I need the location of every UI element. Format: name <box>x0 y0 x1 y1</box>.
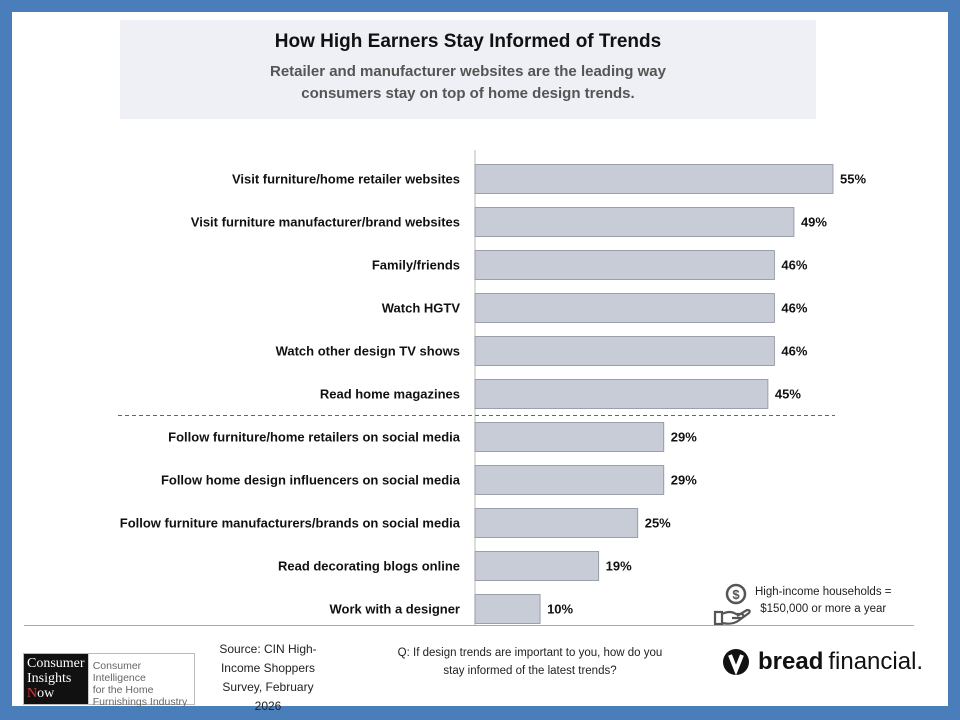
footer-divider <box>24 625 914 626</box>
category-label: Watch HGTV <box>382 301 461 316</box>
chart-title: How High Earners Stay Informed of Trends <box>274 31 662 52</box>
data-label: 25% <box>645 516 671 531</box>
bar <box>474 250 775 280</box>
bar <box>474 508 639 538</box>
data-label: 45% <box>775 387 801 402</box>
hand-coin-icon: $ <box>713 583 751 626</box>
subtitle-line: Retailer and manufacturer websites are t… <box>270 63 666 80</box>
category-label: Work with a designer <box>329 602 460 617</box>
bar <box>474 207 795 237</box>
note-line: $150,000 or more a year <box>760 603 887 615</box>
bar <box>474 594 541 624</box>
category-label: Follow home design influencers on social… <box>161 473 461 488</box>
category-label: Read decorating blogs online <box>278 559 460 574</box>
bar <box>474 336 775 366</box>
bar <box>474 164 834 194</box>
data-label: 49% <box>801 215 827 230</box>
title-box: How High Earners Stay Informed of Trends… <box>120 20 816 119</box>
data-label: 29% <box>671 473 697 488</box>
cin-logo: Consumer Insights Now Consumer Intelligenc… <box>23 653 195 708</box>
bar <box>474 465 665 495</box>
category-label: Follow furniture manufacturers/brands on… <box>120 516 461 531</box>
category-label: Follow furniture/home retailers on socia… <box>168 430 461 445</box>
data-label: 29% <box>671 430 697 445</box>
category-label: Family/friends <box>372 258 460 273</box>
data-label: 46% <box>781 258 807 273</box>
data-label: 19% <box>606 559 632 574</box>
bar <box>474 422 665 452</box>
data-label: 55% <box>840 172 866 187</box>
note-line: High-income households = <box>755 586 892 598</box>
category-label: Watch other design TV shows <box>276 344 460 359</box>
bread-financial-logo: bread financial. <box>722 648 923 676</box>
bar <box>474 293 775 323</box>
category-label: Read home magazines <box>320 387 460 402</box>
category-label: Visit furniture/home retailer websites <box>232 172 460 187</box>
income-note: High-income households = $150,000 or mor… <box>755 584 891 618</box>
category-label: Visit furniture manufacturer/brand websi… <box>191 215 460 230</box>
data-label: 46% <box>781 344 807 359</box>
bread-logo-icon <box>723 649 749 676</box>
source-note: Source: CIN High- Income Shoppers Survey, … <box>219 642 317 713</box>
survey-question: Q: If design trends are important to you… <box>397 647 663 677</box>
chart-subtitle: Retailer and manufacturer websites are t… <box>120 61 816 105</box>
data-label: 10% <box>547 602 573 617</box>
svg-text:$: $ <box>732 587 740 602</box>
bar <box>474 379 769 409</box>
bar <box>474 551 600 581</box>
data-label: 46% <box>781 301 807 316</box>
subtitle-line: consumers stay on top of home design tre… <box>301 85 635 102</box>
